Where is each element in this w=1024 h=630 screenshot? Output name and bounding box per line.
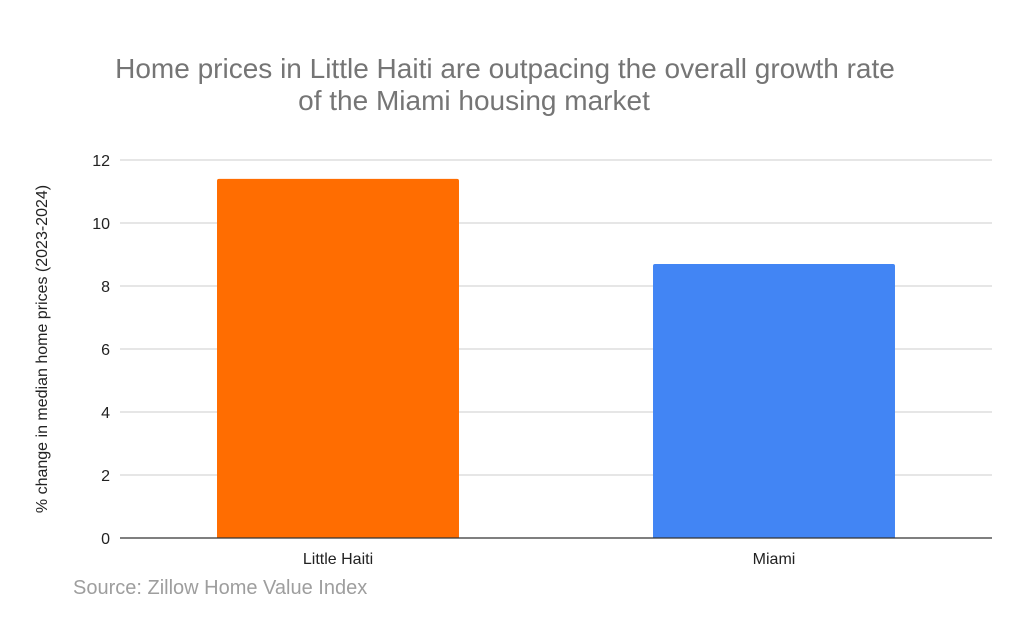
y-tick-label: 0 [101,531,110,548]
x-category-label: Miami [753,551,796,568]
y-tick-label: 8 [101,279,110,296]
y-tick-label: 4 [101,405,110,422]
source-note: Source: Zillow Home Value Index [73,577,367,599]
chart-title-line-2: of the Miami housing market [298,85,650,116]
y-tick-label: 6 [101,342,110,359]
y-axis-ticks: 0 2 4 6 8 10 12 [92,153,110,548]
bars [217,178,895,538]
y-tick-label: 10 [92,216,110,233]
chart-title-line-1: Home prices in Little Haiti are outpacin… [115,53,895,84]
y-tick-label: 2 [101,468,110,485]
x-axis-categories: Little Haiti Miami [303,551,795,568]
y-tick-label: 12 [92,153,110,170]
y-axis-label: % change in median home prices (2023-202… [34,185,51,513]
bar-miami [653,263,895,538]
bar-little-haiti [217,178,459,538]
x-category-label: Little Haiti [303,551,373,568]
